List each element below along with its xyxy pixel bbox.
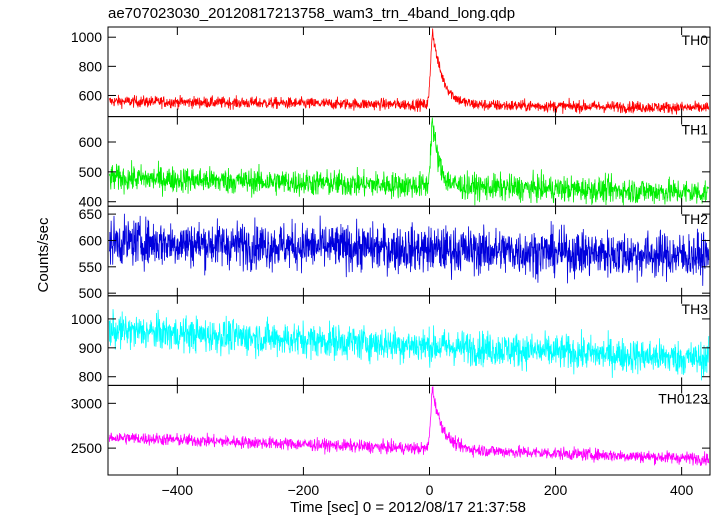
y-tick-label: 600 — [79, 134, 103, 150]
panel-label-th0123: TH0123 — [658, 390, 708, 406]
x-tick-label: −200 — [288, 482, 320, 498]
series-line-th0123 — [108, 386, 710, 466]
x-tick-label: 0 — [426, 482, 434, 498]
panel-label-th0: TH0 — [682, 32, 709, 48]
y-tick-label: 500 — [79, 164, 103, 180]
y-tick-label: 400 — [79, 194, 103, 210]
y-tick-label: 500 — [79, 285, 103, 301]
panel-label-th3: TH3 — [682, 301, 709, 317]
y-tick-label: 800 — [79, 58, 103, 74]
y-tick-label: 600 — [79, 232, 103, 248]
panels-group: 600 800 1000 TH0 400 500 600 TH1 500 550 600 650 TH2… — [71, 26, 711, 498]
panel-frame-th0123 — [107, 384, 711, 476]
series-line-th1 — [108, 117, 710, 206]
y-tick-label: 900 — [79, 340, 103, 356]
y-tick-label: 550 — [79, 259, 103, 275]
series-line-th3 — [108, 309, 710, 381]
x-tick-label: −400 — [162, 482, 194, 498]
x-tick-label: 400 — [670, 482, 694, 498]
y-tick-label: 1000 — [71, 311, 102, 327]
y-tick-label: 800 — [79, 369, 103, 385]
series-line-th0 — [108, 28, 710, 115]
chart-title: ae707023030_20120817213758_wam3_trn_4ban… — [108, 5, 515, 22]
x-tick-label: 200 — [544, 482, 568, 498]
panel-label-th1: TH1 — [682, 122, 709, 138]
series-line-th2 — [108, 213, 710, 286]
y-tick-label: 3000 — [71, 395, 102, 411]
x-axis-label: Time [sec] 0 = 2012/08/17 21:37:58 — [290, 499, 526, 516]
panel-label-th2: TH2 — [682, 211, 709, 227]
y-axis-label: Counts/sec — [35, 217, 52, 293]
y-tick-label: 1000 — [71, 29, 102, 45]
y-tick-label: 600 — [79, 87, 103, 103]
y-tick-label: 2500 — [71, 440, 102, 456]
y-tick-label: 650 — [79, 206, 103, 222]
